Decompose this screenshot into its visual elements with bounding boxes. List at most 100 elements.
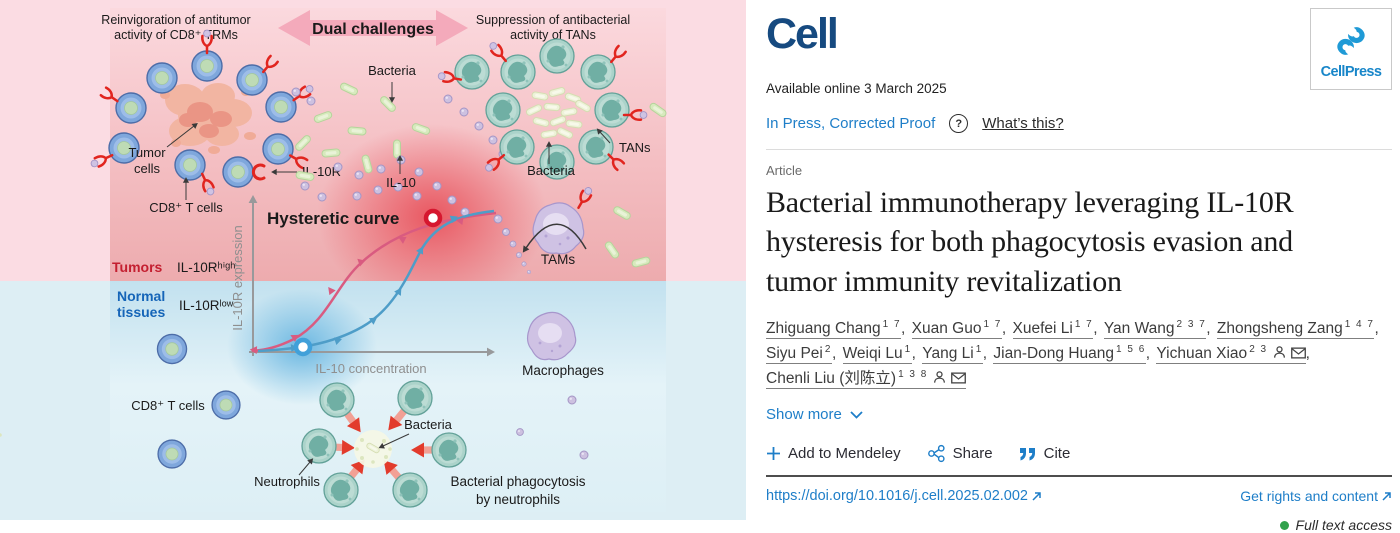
author-link[interactable]: Xuan Guo 1 7 [911,318,1002,340]
share-button[interactable]: Share [927,444,993,463]
author-link[interactable]: Siyu Pei 2 [766,343,832,365]
label-il10: IL-10 [386,175,416,190]
author-link[interactable]: Zhiguang Chang 1 7 [766,318,902,340]
label-tumor-cells-2: cells [134,161,161,176]
hysteresis-plot: Hysteretic curve IL-10R expression IL-10… [230,195,497,376]
external-link-icon [1382,492,1391,501]
label-phagocytosis-1: Bacterial phagocytosis [450,474,585,489]
cellpress-wordmark: CellPress [1320,63,1382,80]
il10r-receptor-c [251,163,266,181]
share-label: Share [952,445,993,463]
header-divider [766,149,1392,151]
title-line-1: Bacterial immunotherapy leveraging IL-10… [766,186,1294,220]
high-state-point [423,208,443,228]
doi-text: https://doi.org/10.1016/j.cell.2025.02.0… [766,488,1028,505]
challenge-left-line2: activity of CD8⁺ TRMs [114,28,238,42]
label-bacteria-tan: Bacteria [527,163,575,178]
mendeley-label: Add to Mendeley [788,445,901,463]
get-rights-link[interactable]: Get rights and content [1240,488,1392,504]
graphical-abstract-svg: Dual challenges Reinvigoration of antitu… [0,0,746,520]
cite-quotes-icon [1019,447,1035,461]
label-il10r-low: IL-10Rˡᵒʷ [179,298,234,313]
doi-link[interactable]: https://doi.org/10.1016/j.cell.2025.02.0… [766,488,1042,504]
banner-label: Dual challenges [312,21,434,38]
author-separator: , [1305,345,1311,363]
dual-challenges-banner: Dual challenges [278,10,468,46]
whats-this-link[interactable]: What’s this? [982,115,1064,133]
author-link[interactable]: Yichuan Xiao 2 3 [1156,344,1306,365]
author-separator: , [901,320,912,338]
author-link[interactable]: Zhongsheng Zang 1 4 7 [1216,318,1375,340]
label-il10r-high: IL-10Rʰⁱᵍʰ [177,260,235,275]
open-access-dot-icon [1279,520,1289,530]
plot-xlabel: IL-10 concentration [315,361,426,376]
macrophage-cell [526,311,577,361]
cell-journal-logo[interactable]: Cell [766,10,839,58]
label-normal-1: Normal [117,288,165,304]
label-macrophages: Macrophages [522,363,604,378]
label-tumors: Tumors [112,259,163,275]
plus-icon [767,447,780,461]
label-phagocytosis-2: by neutrophils [476,492,560,507]
chevron-down-icon [850,411,863,419]
label-bacteria-phago: Bacteria [404,417,452,432]
available-online-date: Available online 3 March 2025 [766,81,947,97]
plot-title: Hysteretic curve [267,209,399,228]
title-line-2: hysteresis for both phagocytosis evasion… [766,225,1293,259]
author-separator: , [1145,345,1157,363]
author-separator: , [982,345,994,363]
tam-cell [532,202,585,255]
author-link[interactable]: Xuefei Li 1 7 [1012,318,1094,340]
action-bar: Add to Mendeley Share Cite [766,444,1392,463]
help-icon[interactable]: ? [949,114,969,134]
challenge-left-line1: Reinvigoration of antitumor [101,13,250,27]
label-neutrophils: Neutrophils [254,474,320,489]
author-link[interactable]: Yang Li 1 [922,343,983,365]
plot-ylabel: IL-10R expression [230,225,245,331]
cellpress-logo[interactable]: CellPress [1310,8,1392,90]
author-link[interactable]: Jian-Dong Huang 1 5 6 [993,343,1146,365]
article-title: Bacterial immunotherapy leveraging IL-10… [766,183,1392,301]
label-cd8-normal: CD8⁺ T cells [131,398,205,413]
rights-text: Get rights and content [1240,488,1378,505]
challenge-right-line2: activity of TANs [510,28,596,42]
neutrophil-cluster [0,380,467,508]
author-link[interactable]: Yan Wang 2 3 7 [1103,318,1207,340]
label-normal-2: tissues [117,304,165,320]
show-more-button[interactable]: Show more [766,406,863,423]
challenge-right-line1: Suppression of antibacterial [476,13,630,27]
share-icon [927,445,945,463]
author-link[interactable]: Weiqi Lu 1 [842,343,912,365]
tumor-cell-cluster [89,30,315,196]
footer-divider [766,475,1392,478]
person-icon[interactable] [933,370,946,384]
envelope-icon[interactable] [1290,347,1306,359]
article-header-panel: Cell CellPress Available online 3 March … [746,0,1400,533]
author-list: Zhiguang Chang 1 7, Xuan Guo 1 7, Xuefei L… [766,316,1392,391]
in-press-link[interactable]: In Press, Corrected Proof [766,115,936,133]
author-link[interactable]: Chenli Liu (刘陈立) 1 3 8 [766,369,966,390]
add-to-mendeley-button[interactable]: Add to Mendeley [766,445,901,462]
label-tumor-cells-1: Tumor [128,145,166,160]
author-separator: , [1001,320,1013,338]
author-separator: , [1374,320,1380,338]
author-separator: , [1206,320,1217,338]
title-line-3: tumor immunity revitalization [766,264,1122,298]
label-tams: TAMs [541,252,575,267]
author-separator: , [1093,320,1104,338]
author-separator: , [831,345,843,363]
graphical-abstract: Dual challenges Reinvigoration of antitu… [0,0,746,520]
low-state-point [293,337,313,357]
cite-button[interactable]: Cite [1019,445,1071,463]
cellpress-mark-icon [1337,26,1365,55]
label-bacteria-top: Bacteria [368,63,416,78]
envelope-icon[interactable] [950,372,966,384]
show-more-label: Show more [766,406,842,424]
label-cd8-trm: CD8⁺ T cells [149,200,223,215]
article-type-label: Article [766,163,803,179]
external-link-icon [1032,492,1041,501]
label-tans: TANs [619,140,651,155]
author-separator: , [911,345,923,363]
cite-label: Cite [1043,445,1071,463]
person-icon[interactable] [1273,345,1286,359]
